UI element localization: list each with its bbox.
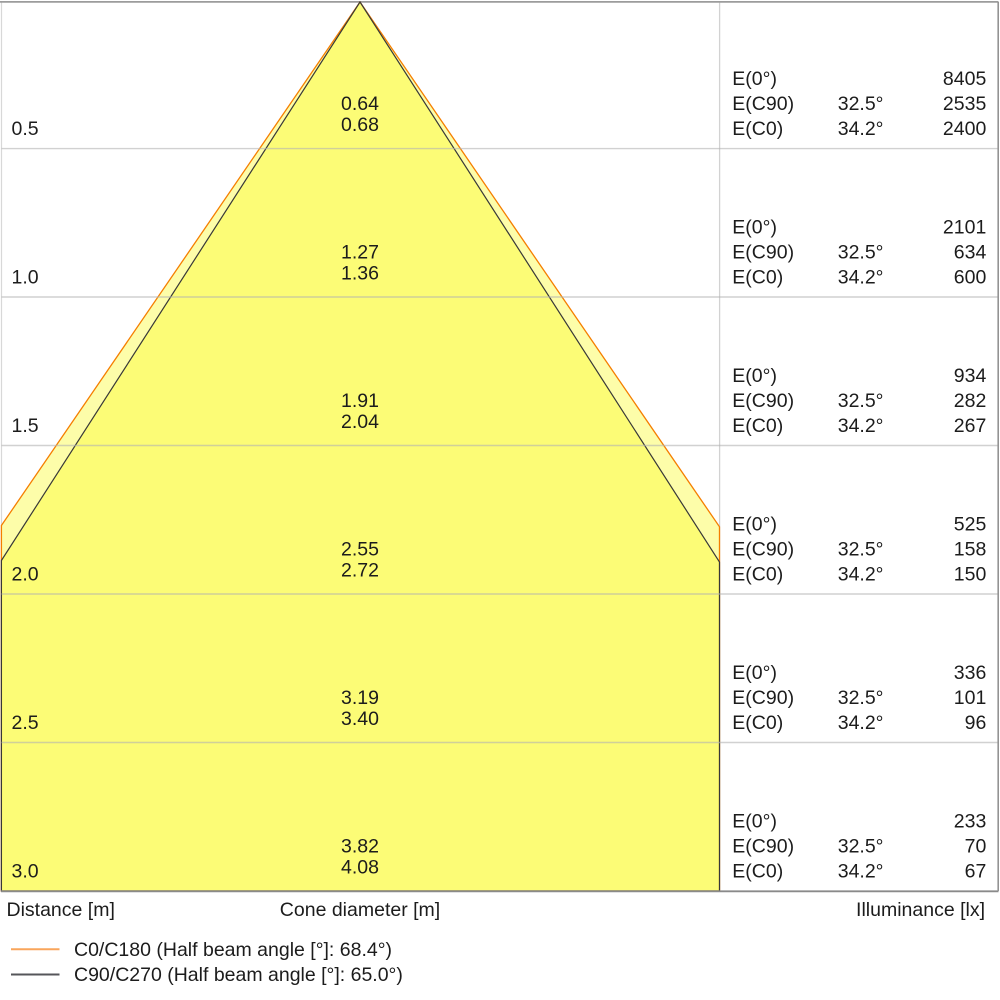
svg-text:70: 70 [965,836,987,858]
svg-text:E(C0): E(C0) [732,118,783,140]
svg-text:2101: 2101 [943,217,986,239]
svg-text:Illuminance [lx]: Illuminance [lx] [856,899,985,921]
svg-text:Cone diameter [m]: Cone diameter [m] [280,899,440,921]
svg-text:150: 150 [954,564,987,586]
svg-text:0.68: 0.68 [341,114,379,136]
svg-text:3.82: 3.82 [341,836,379,858]
svg-text:E(C90): E(C90) [732,242,794,264]
svg-text:E(C90): E(C90) [732,539,794,561]
svg-text:2.55: 2.55 [341,539,379,561]
svg-text:34.2°: 34.2° [838,564,884,586]
svg-text:67: 67 [965,861,987,883]
svg-text:C0/C180 (Half beam angle [°]:: C0/C180 (Half beam angle [°]: 68.4°) [74,939,392,961]
svg-text:E(C0): E(C0) [732,861,783,883]
svg-text:E(C90): E(C90) [732,93,794,115]
svg-text:3.0: 3.0 [12,861,39,883]
svg-text:E(C0): E(C0) [732,267,783,289]
svg-text:32.5°: 32.5° [838,242,884,264]
svg-text:1.91: 1.91 [341,390,379,412]
svg-text:32.5°: 32.5° [838,390,884,412]
svg-text:2400: 2400 [943,118,987,140]
svg-text:34.2°: 34.2° [838,118,884,140]
svg-text:934: 934 [954,365,987,387]
svg-text:E(0°): E(0°) [732,514,777,536]
svg-text:4.08: 4.08 [341,857,379,879]
svg-text:233: 233 [954,811,987,833]
svg-text:8405: 8405 [943,68,987,90]
svg-text:634: 634 [954,242,987,264]
svg-text:525: 525 [954,514,987,536]
svg-text:E(0°): E(0°) [732,662,777,684]
svg-text:34.2°: 34.2° [838,712,884,734]
svg-text:1.27: 1.27 [341,242,379,264]
svg-text:2535: 2535 [943,93,987,115]
svg-text:3.19: 3.19 [341,687,379,709]
svg-text:32.5°: 32.5° [838,93,884,115]
svg-text:E(0°): E(0°) [732,811,777,833]
svg-text:1.36: 1.36 [341,263,379,285]
svg-text:E(C0): E(C0) [732,564,783,586]
svg-text:E(C0): E(C0) [732,712,783,734]
svg-text:Distance [m]: Distance [m] [7,899,115,921]
svg-text:2.0: 2.0 [12,564,39,586]
svg-text:600: 600 [954,267,987,289]
svg-text:E(C90): E(C90) [732,390,794,412]
svg-text:101: 101 [954,687,987,709]
svg-text:32.5°: 32.5° [838,539,884,561]
svg-text:E(0°): E(0°) [732,365,777,387]
svg-text:32.5°: 32.5° [838,687,884,709]
svg-text:2.5: 2.5 [12,712,39,734]
svg-text:96: 96 [965,712,987,734]
svg-text:C90/C270 (Half beam angle [°]:: C90/C270 (Half beam angle [°]: 65.0°) [74,964,403,986]
svg-text:0.5: 0.5 [12,118,39,140]
svg-text:E(C90): E(C90) [732,836,794,858]
svg-text:34.2°: 34.2° [838,267,884,289]
svg-text:3.40: 3.40 [341,708,379,730]
svg-text:0.64: 0.64 [341,93,379,115]
svg-text:336: 336 [954,662,987,684]
svg-text:267: 267 [954,415,987,437]
svg-text:34.2°: 34.2° [838,415,884,437]
svg-text:E(0°): E(0°) [732,217,777,239]
svg-text:32.5°: 32.5° [838,836,884,858]
svg-text:1.5: 1.5 [12,415,39,437]
svg-text:282: 282 [954,390,987,412]
svg-text:E(C90): E(C90) [732,687,794,709]
svg-text:E(C0): E(C0) [732,415,783,437]
svg-text:158: 158 [954,539,987,561]
svg-text:2.04: 2.04 [341,411,379,433]
svg-text:34.2°: 34.2° [838,861,884,883]
svg-text:1.0: 1.0 [12,267,39,289]
svg-text:2.72: 2.72 [341,560,379,582]
svg-text:E(0°): E(0°) [732,68,777,90]
